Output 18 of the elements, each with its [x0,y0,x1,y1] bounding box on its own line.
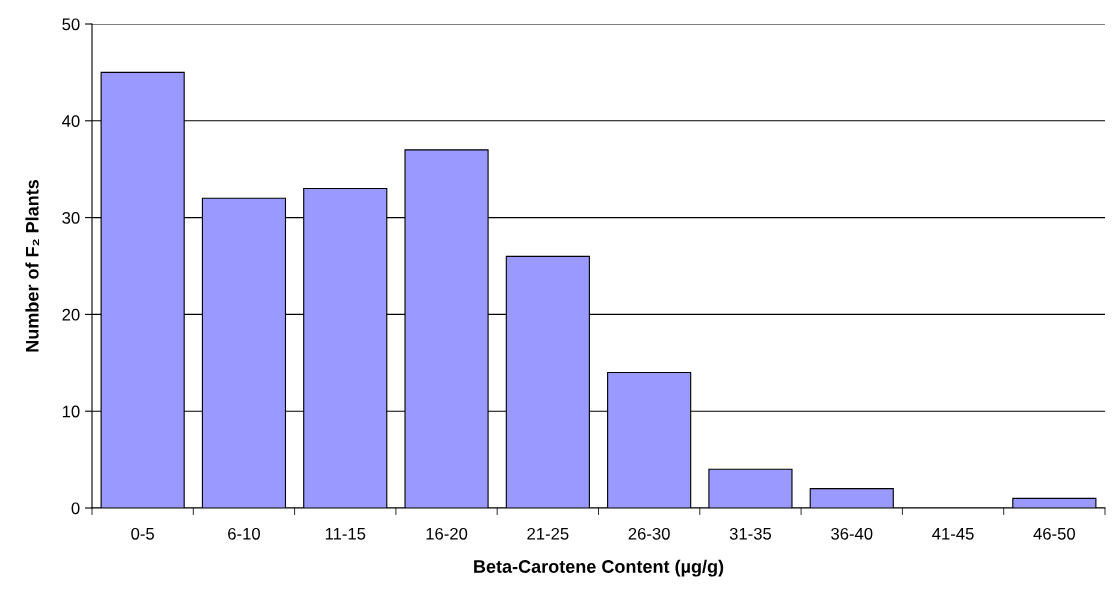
x-tick-label: 21-25 [527,527,569,540]
y-tick-label: 30 [62,212,80,224]
y-tick-label: 10 [62,405,80,418]
x-tick-label: 26-30 [628,527,670,540]
y-tick-label: 20 [62,308,80,321]
y-tick-label: 50 [62,18,80,31]
x-axis-title: Beta-Carotene Content (µg/g) [474,559,724,577]
x-tick-label: 0-5 [131,527,154,540]
y-axis-title: Number of F₂ Plants [25,179,40,352]
y-tick-label: 40 [62,115,80,127]
x-tick-label: 11-15 [325,528,366,540]
x-tick-label: 41-45 [932,528,974,540]
x-tick-label: 16-20 [426,527,468,540]
x-tick-label: 36-40 [831,527,873,540]
x-tick-label: 6-10 [228,527,260,540]
x-tick-label: 46-50 [1033,527,1076,540]
x-tick-label: 31-35 [729,527,772,540]
y-tick-label: 0 [71,502,80,515]
